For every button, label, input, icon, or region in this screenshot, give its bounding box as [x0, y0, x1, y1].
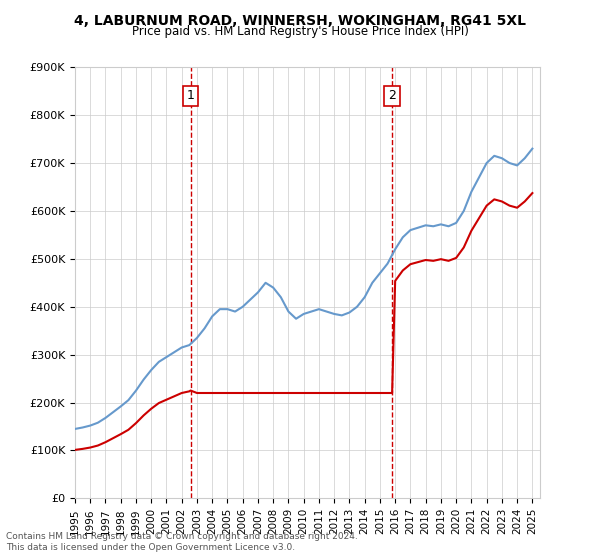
Text: Contains HM Land Registry data © Crown copyright and database right 2024.
This d: Contains HM Land Registry data © Crown c…	[6, 532, 358, 552]
Text: Price paid vs. HM Land Registry's House Price Index (HPI): Price paid vs. HM Land Registry's House …	[131, 25, 469, 38]
Text: 2: 2	[388, 90, 396, 102]
Text: 4, LABURNUM ROAD, WINNERSH, WOKINGHAM, RG41 5XL: 4, LABURNUM ROAD, WINNERSH, WOKINGHAM, R…	[74, 14, 526, 28]
Text: 1: 1	[187, 90, 194, 102]
